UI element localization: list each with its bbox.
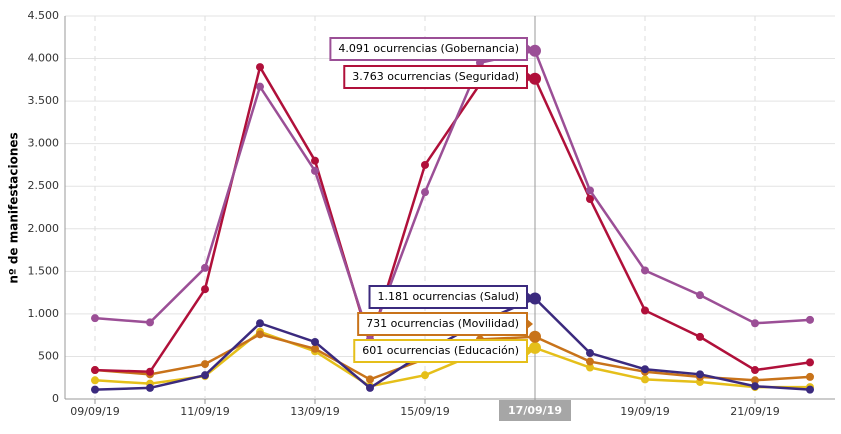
data-point bbox=[256, 330, 264, 339]
y-tick-label: 2.500 bbox=[28, 179, 60, 192]
tooltip-pointer bbox=[527, 319, 533, 329]
data-point bbox=[751, 376, 759, 385]
tooltip: 1.181 ocurrencias (Salud) bbox=[368, 285, 533, 309]
data-point bbox=[146, 383, 154, 392]
series-line bbox=[94, 330, 810, 389]
tooltip-pointer bbox=[527, 292, 533, 302]
tooltip: 4.091 ocurrencias (Gobernancia) bbox=[329, 37, 533, 61]
series-line bbox=[94, 49, 811, 344]
y-tick-label: 4.000 bbox=[28, 52, 60, 65]
data-point bbox=[751, 382, 759, 391]
data-point bbox=[586, 363, 594, 372]
data-point bbox=[529, 72, 541, 85]
tooltip: 601 ocurrencias (Educación) bbox=[353, 339, 533, 363]
tooltip: 3.763 ocurrencias (Seguridad) bbox=[343, 65, 533, 89]
data-point bbox=[641, 365, 649, 374]
y-tick-label: 3.500 bbox=[28, 94, 60, 107]
data-point bbox=[91, 385, 99, 394]
data-point bbox=[311, 166, 319, 175]
data-point bbox=[529, 44, 541, 57]
data-point bbox=[806, 358, 814, 367]
y-tick-label: 0 bbox=[52, 392, 59, 405]
data-point bbox=[91, 366, 99, 375]
data-point bbox=[806, 385, 814, 394]
data-point bbox=[696, 291, 704, 300]
x-highlight-box bbox=[499, 400, 571, 421]
data-point bbox=[146, 367, 154, 376]
tooltip-text: 4.091 ocurrencias (Gobernancia) bbox=[338, 42, 519, 55]
data-point bbox=[201, 371, 209, 380]
data-point bbox=[146, 318, 154, 327]
y-tick-label: 4.500 bbox=[28, 9, 60, 22]
data-point bbox=[586, 194, 594, 203]
tooltip-text: 1.181 ocurrencias (Salud) bbox=[378, 290, 519, 303]
data-point bbox=[256, 82, 264, 91]
data-point bbox=[256, 319, 264, 328]
data-point bbox=[201, 360, 209, 369]
tooltip-text: 3.763 ocurrencias (Seguridad) bbox=[352, 70, 519, 83]
x-tick-label: 17/09/19 bbox=[508, 404, 562, 417]
data-point bbox=[806, 372, 814, 381]
tooltip-text: 601 ocurrencias (Educación) bbox=[362, 344, 519, 357]
series-line bbox=[94, 296, 811, 391]
x-tick-label: 11/09/19 bbox=[180, 405, 229, 418]
data-point bbox=[421, 160, 429, 169]
x-tick-label: 13/09/19 bbox=[290, 405, 339, 418]
y-axis-label: nº de manifestaciones bbox=[7, 132, 21, 283]
x-tick-label: 19/09/19 bbox=[620, 405, 669, 418]
data-point bbox=[696, 370, 704, 379]
data-point bbox=[311, 156, 319, 165]
data-point bbox=[311, 337, 319, 346]
data-point bbox=[641, 266, 649, 275]
data-point bbox=[751, 319, 759, 328]
data-point bbox=[751, 366, 759, 375]
x-tick-label: 21/09/19 bbox=[730, 405, 779, 418]
y-tick-label: 500 bbox=[38, 349, 59, 362]
data-point bbox=[641, 306, 649, 315]
data-point bbox=[586, 357, 594, 366]
y-tick-label: 1.000 bbox=[28, 307, 60, 320]
data-point bbox=[421, 371, 429, 380]
data-point bbox=[366, 383, 374, 392]
data-point bbox=[91, 376, 99, 385]
data-point bbox=[201, 263, 209, 272]
tooltip: 731 ocurrencias (Movilidad) bbox=[357, 312, 533, 336]
data-point bbox=[256, 63, 264, 72]
y-tick-label: 3.000 bbox=[28, 137, 60, 150]
data-point bbox=[91, 314, 99, 323]
data-point bbox=[529, 330, 541, 343]
data-point bbox=[586, 349, 594, 358]
data-point bbox=[366, 375, 374, 384]
data-point bbox=[696, 332, 704, 341]
y-tick-label: 2.000 bbox=[28, 222, 60, 235]
data-point bbox=[421, 188, 429, 197]
x-tick-label: 09/09/19 bbox=[70, 405, 119, 418]
tooltip-text: 731 ocurrencias (Movilidad) bbox=[366, 317, 519, 330]
y-tick-label: 1.500 bbox=[28, 264, 60, 277]
x-tick-label: 15/09/19 bbox=[400, 405, 449, 418]
data-point bbox=[806, 315, 814, 324]
data-point bbox=[586, 186, 594, 195]
tooltip-pointer bbox=[527, 346, 533, 356]
data-point bbox=[641, 375, 649, 384]
data-point bbox=[311, 344, 319, 353]
tooltip-pointer bbox=[527, 44, 533, 54]
data-point bbox=[201, 285, 209, 294]
tooltip-pointer bbox=[527, 72, 533, 82]
data-point bbox=[529, 292, 541, 305]
